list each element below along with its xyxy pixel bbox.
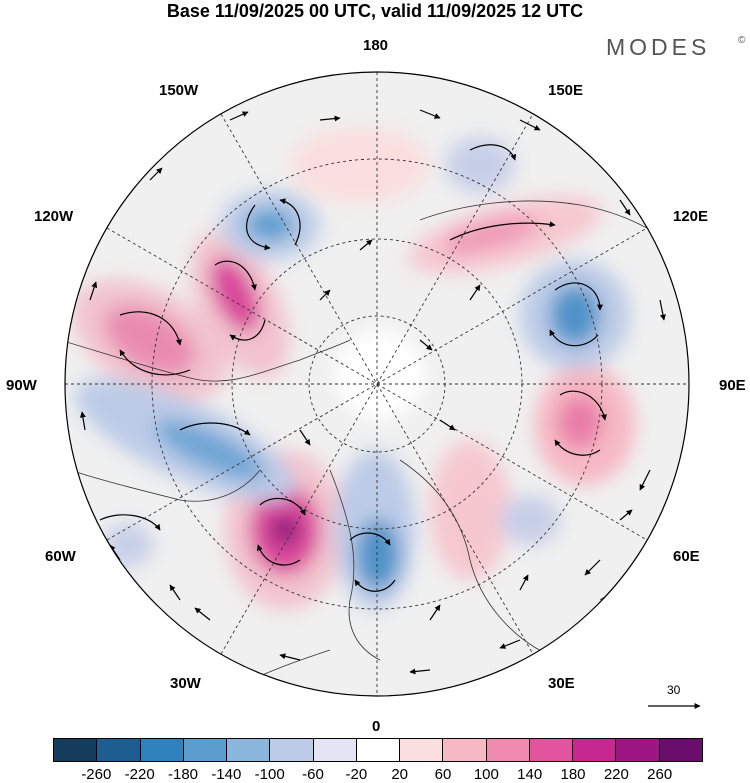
colorbar-tick-label: -100 xyxy=(254,766,285,783)
colorbar-tick-label: -140 xyxy=(211,766,242,783)
colorbar-swatch xyxy=(528,739,573,761)
colorbar-tick-label: 260 xyxy=(647,766,673,783)
colorbar-tick-label: -60 xyxy=(302,766,324,783)
modes-logo: MODES xyxy=(606,34,711,60)
colorbar-swatch xyxy=(572,739,616,761)
lon-label-90e: 90E xyxy=(719,377,746,394)
colorbar xyxy=(53,738,703,762)
colorbar-tick-label: 100 xyxy=(473,766,499,783)
colorbar-tick-label: -20 xyxy=(345,766,368,783)
colorbar-tick-label: -180 xyxy=(167,766,199,783)
map-title: Base 11/09/2025 00 UTC, valid 11/09/2025… xyxy=(166,1,584,21)
colorbar-tick-label: 220 xyxy=(603,766,629,783)
colorbar-swatch xyxy=(658,739,702,761)
lon-label-90w: 90W xyxy=(6,377,37,394)
lon-label-0: 0 xyxy=(372,718,381,735)
colorbar-tick-label: -260 xyxy=(81,766,112,783)
lon-label-180: 180 xyxy=(363,37,389,54)
colorbar-swatch xyxy=(442,739,486,761)
colorbar-tick-label: 180 xyxy=(560,766,586,783)
copyright-mark: © xyxy=(738,35,746,46)
colorbar-swatch xyxy=(399,739,443,761)
lon-label-30e: 30E xyxy=(548,675,575,692)
lon-label-60w: 60W xyxy=(45,548,76,565)
lon-label-30w: 30W xyxy=(170,675,201,692)
lon-label-120e: 120E xyxy=(673,208,709,225)
colorbar-swatch xyxy=(312,739,356,761)
colorbar-tick-label: 60 xyxy=(434,766,452,783)
map-boundary xyxy=(64,71,690,697)
colorbar-tick-label: 20 xyxy=(391,766,408,783)
colorbar-tick-label: 140 xyxy=(517,766,543,783)
colorbar-swatch xyxy=(355,739,400,761)
colorbar-tick-label: -220 xyxy=(124,766,155,783)
lon-label-150e: 150E xyxy=(548,82,584,99)
colorbar-swatch xyxy=(615,739,659,761)
colorbar-swatch xyxy=(269,739,313,761)
colorbar-swatch xyxy=(54,739,97,761)
lon-label-150w: 150W xyxy=(159,82,199,99)
colorbar-swatch xyxy=(485,739,529,761)
anomaly-field xyxy=(72,127,635,610)
lon-label-60e: 60E xyxy=(673,548,700,565)
reference-vector-label: 30 xyxy=(667,683,681,697)
colorbar-swatch xyxy=(96,739,140,761)
lon-label-120w: 120W xyxy=(34,208,74,225)
graticule xyxy=(65,72,689,696)
colorbar-swatch xyxy=(139,739,183,761)
colorbar-swatch xyxy=(182,739,227,761)
colorbar-swatch xyxy=(226,739,270,761)
